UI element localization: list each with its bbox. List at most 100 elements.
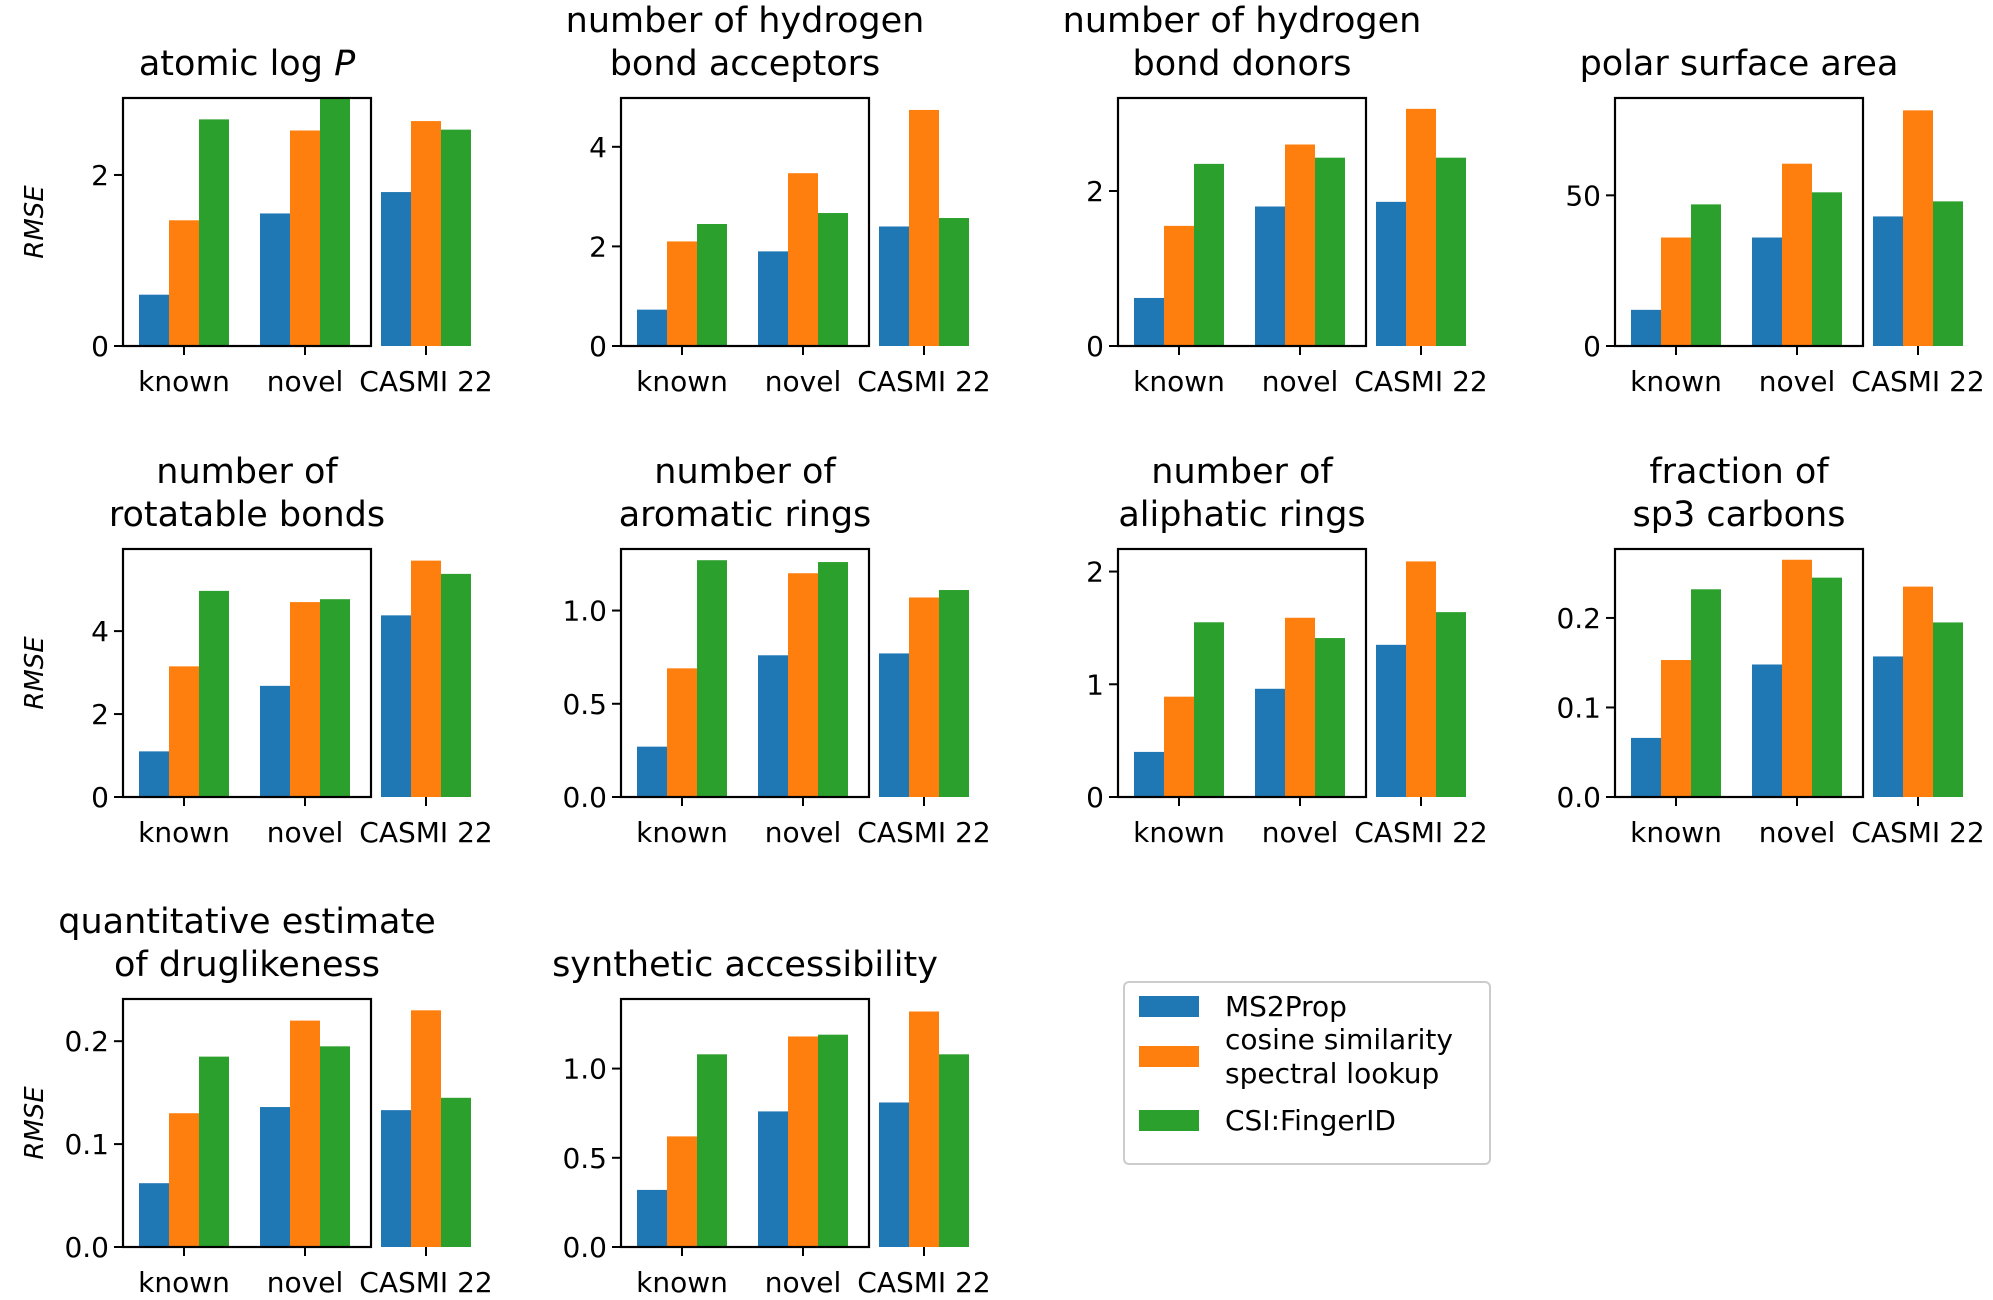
- x-tick-label: novel: [765, 1266, 841, 1299]
- panel-title-line: number of: [1151, 452, 1333, 492]
- bar-1-known: [1631, 737, 1661, 797]
- bar-2-casmi-22: [411, 560, 441, 797]
- bar-1-novel: [758, 251, 788, 346]
- bar-2-novel: [1782, 559, 1812, 797]
- bar-3-novel: [1812, 192, 1842, 346]
- y-axis-label: RMSE: [20, 1086, 50, 1160]
- y-tick-label: 50: [1565, 179, 1601, 212]
- y-tick-label: 2: [91, 698, 109, 731]
- bar-1-novel: [1255, 688, 1285, 797]
- bar-1-casmi-22: [1873, 656, 1903, 797]
- bar-2-novel: [788, 1036, 818, 1247]
- bar-1-novel: [758, 1111, 788, 1247]
- panel-title-line: aliphatic rings: [1118, 495, 1365, 535]
- bar-3-novel: [1315, 157, 1345, 346]
- y-tick-label: 4: [91, 615, 109, 648]
- bar-3-casmi-22: [1933, 622, 1963, 797]
- bar-1-casmi-22: [879, 653, 909, 797]
- bar-1-casmi-22: [1873, 216, 1903, 346]
- bar-2-novel: [1285, 144, 1315, 346]
- panel-title-line: number of: [156, 452, 338, 492]
- bar-1-casmi-22: [1376, 201, 1406, 346]
- bar-2-known: [169, 220, 199, 346]
- y-tick-label: 0: [91, 781, 109, 814]
- panel-9: 0.0 0.1 0.2 known novel CASMI 22 quantitative …: [20, 902, 493, 1299]
- bar-3-novel: [320, 1046, 350, 1247]
- legend-swatch: [1139, 996, 1199, 1017]
- bar-2-known: [169, 1113, 199, 1247]
- x-tick-label: CASMI 22: [1851, 365, 1984, 398]
- panel-title-line: number of hydrogen: [566, 1, 925, 41]
- panels: 0 2 known novel CASMI 22 atomic log P RMSE 0 2 4 k…: [20, 1, 1985, 1299]
- panel-title: atomic log P: [139, 44, 356, 84]
- bar-2-casmi-22: [1903, 110, 1933, 346]
- bar-2-novel: [290, 602, 320, 797]
- x-tick-label: known: [138, 816, 230, 849]
- axes-frame: [121, 997, 373, 1249]
- bar-1-novel: [758, 655, 788, 797]
- panel-title-line: of druglikeness: [114, 945, 380, 985]
- bar-1-novel: [1752, 664, 1782, 797]
- x-tick-label: known: [1133, 816, 1225, 849]
- x-tick-label: novel: [267, 816, 343, 849]
- x-tick-label: CASMI 22: [359, 1266, 492, 1299]
- bar-1-known: [1134, 297, 1164, 346]
- bar-2-known: [169, 666, 199, 797]
- panel-4: 0 50 known novel CASMI 22 polar surface area: [1565, 44, 1984, 398]
- y-tick-label: 0: [1086, 781, 1104, 814]
- bar-1-known: [637, 1189, 667, 1247]
- y-tick-label: 2: [589, 230, 607, 263]
- bar-3-novel: [1315, 638, 1345, 797]
- x-tick-label: novel: [765, 816, 841, 849]
- panel-3: 0 2 known novel CASMI 22 number of hydrogenbo…: [1063, 1, 1488, 398]
- bar-3-known: [199, 1056, 229, 1247]
- axes-frame: [1613, 96, 1865, 348]
- x-tick-label: CASMI 22: [857, 1266, 990, 1299]
- x-tick-label: known: [1630, 816, 1722, 849]
- y-tick-label: 1: [1086, 668, 1104, 701]
- bar-2-known: [667, 668, 697, 797]
- panel-title-line: sp3 carbons: [1633, 495, 1846, 535]
- y-tick-label: 0.1: [64, 1128, 109, 1161]
- x-tick-label: novel: [1759, 816, 1835, 849]
- y-tick-label: 0.1: [1556, 691, 1601, 724]
- bar-3-known: [697, 1054, 727, 1247]
- bar-1-novel: [1255, 206, 1285, 346]
- y-tick-label: 2: [91, 159, 109, 192]
- x-tick-label: CASMI 22: [1354, 365, 1487, 398]
- bar-3-known: [199, 119, 229, 347]
- bar-3-novel: [1812, 577, 1842, 797]
- bar-1-known: [637, 746, 667, 797]
- axes-frame: [619, 96, 871, 348]
- bar-2-casmi-22: [1406, 561, 1436, 797]
- legend-label: cosine similarity: [1225, 1023, 1453, 1056]
- x-tick-label: known: [138, 365, 230, 398]
- x-tick-label: CASMI 22: [1851, 816, 1984, 849]
- x-tick-label: novel: [267, 365, 343, 398]
- y-tick-label: 0.0: [1556, 781, 1601, 814]
- y-tick-label: 1.0: [562, 595, 607, 628]
- bar-2-novel: [788, 573, 818, 797]
- axes-frame: [1116, 547, 1368, 799]
- bar-3-known: [1194, 622, 1224, 797]
- bar-3-casmi-22: [1436, 157, 1466, 346]
- bar-2-novel: [1285, 617, 1315, 797]
- bar-2-known: [1661, 660, 1691, 797]
- bar-2-casmi-22: [909, 109, 939, 346]
- x-tick-label: known: [1630, 365, 1722, 398]
- bar-2-known: [667, 241, 697, 346]
- panel-title-line: fraction of: [1649, 452, 1829, 492]
- bar-3-known: [1194, 163, 1224, 346]
- bar-1-casmi-22: [879, 1102, 909, 1247]
- y-tick-label: 0.2: [1556, 602, 1601, 635]
- bar-3-casmi-22: [441, 1097, 471, 1247]
- y-tick-label: 4: [589, 131, 607, 164]
- panel-5: 0 2 4 known novel CASMI 22 number ofrotatable …: [20, 452, 493, 849]
- panel-7: 0 1 2 known novel CASMI 22 number ofaliphatic …: [1086, 452, 1488, 849]
- bar-1-casmi-22: [381, 1110, 411, 1247]
- panel-title-line: bond acceptors: [610, 44, 881, 84]
- x-tick-label: CASMI 22: [857, 365, 990, 398]
- bar-2-known: [1164, 696, 1194, 797]
